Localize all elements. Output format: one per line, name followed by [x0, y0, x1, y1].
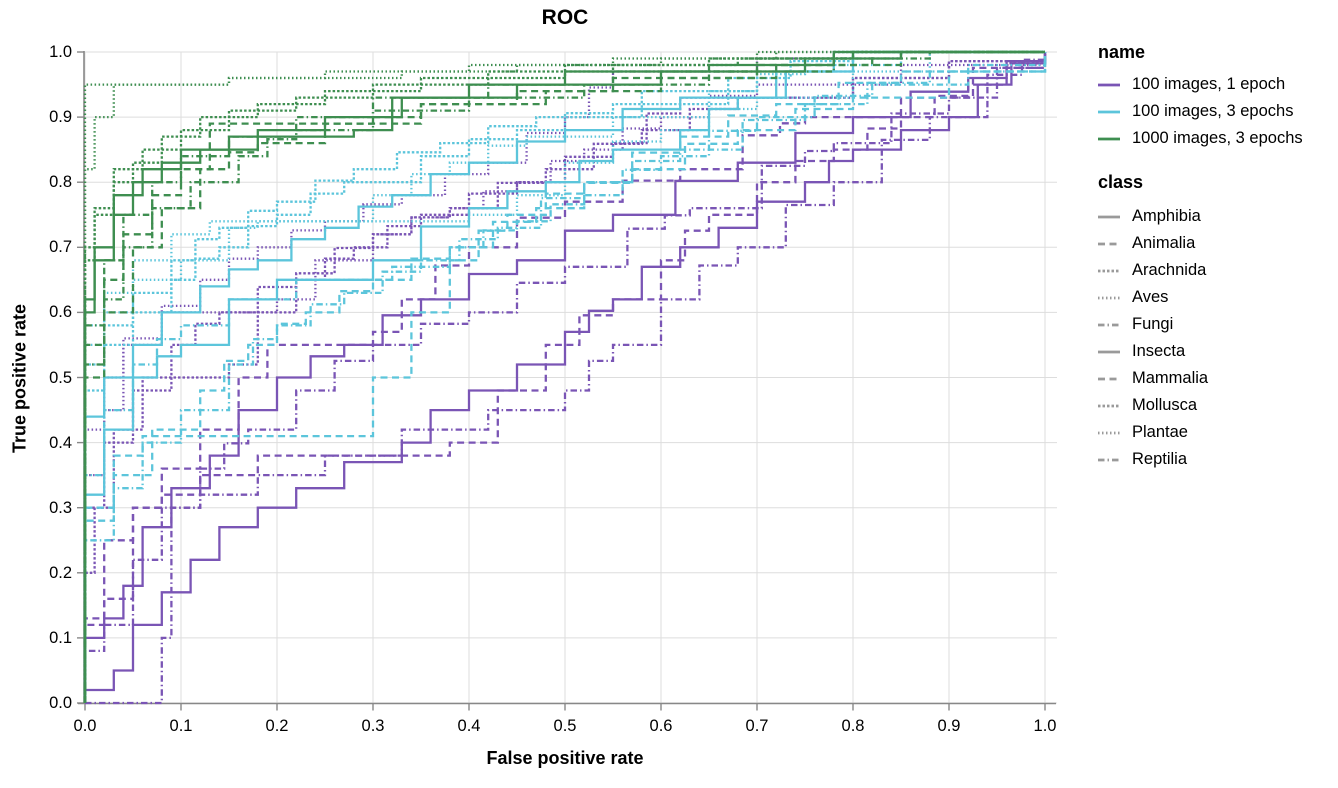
x-axis-title: False positive rate: [486, 748, 644, 768]
legend-item-label: Mammalia: [1132, 369, 1209, 387]
x-tick-label: 0.1: [169, 717, 193, 735]
roc-curve: [83, 52, 1047, 703]
legend-swatch-line: [1098, 350, 1120, 353]
legend-item-class: Plantae: [1098, 419, 1303, 446]
y-tick-label: 0.8: [49, 173, 72, 192]
legend-name-header: name: [1098, 42, 1146, 62]
legend-item-name: 100 images, 3 epochs: [1098, 98, 1303, 125]
legend-item-class: Insecta: [1098, 338, 1303, 365]
legend-item-label: Plantae: [1132, 423, 1188, 441]
roc-curve: [83, 52, 1047, 703]
legend-item-label: Insecta: [1132, 342, 1186, 360]
legend-item-class: Arachnida: [1098, 257, 1303, 284]
legend-swatch-line: [1098, 404, 1120, 407]
legend-swatch-line: [1098, 458, 1120, 461]
roc-curve: [83, 50, 1045, 703]
roc-curve: [83, 50, 1045, 703]
roc-curve: [83, 50, 1045, 703]
x-tick-label: 0.7: [745, 717, 769, 735]
x-tick-label: 0.4: [457, 717, 481, 735]
roc-curve: [83, 52, 1047, 703]
legend-item-label: Arachnida: [1132, 261, 1207, 279]
legend-item-class: Mollusca: [1098, 392, 1303, 419]
roc-curve: [83, 50, 1045, 703]
legend-name-items: 100 images, 1 epoch 100 images, 3 epochs 1…: [1098, 71, 1303, 152]
legend-item-label: Mollusca: [1132, 396, 1198, 414]
legend-swatch-line: [1098, 215, 1120, 218]
roc-curve: [83, 52, 1047, 703]
x-tick-label: 0.9: [937, 717, 961, 735]
legend-item-label: Fungi: [1132, 315, 1174, 333]
legend: name 100 images, 1 epoch 100 images, 3 ep…: [1098, 42, 1303, 473]
roc-curve: [83, 50, 1045, 703]
legend-item-label: Aves: [1132, 288, 1169, 306]
roc-curve: [83, 52, 1047, 703]
y-tick-label: 0.6: [49, 303, 72, 322]
y-tick-label: 0.5: [49, 368, 72, 387]
legend-swatch-line: [1098, 269, 1120, 272]
roc-curve: [83, 50, 1045, 703]
roc-curves: [83, 50, 1047, 705]
roc-curve: [83, 50, 1045, 703]
legend-item-name: 1000 images, 3 epochs: [1098, 125, 1303, 152]
legend-item-label: 100 images, 3 epochs: [1132, 102, 1294, 120]
legend-swatch-line: [1098, 137, 1120, 140]
roc-curve: [83, 52, 1047, 703]
x-tick-label: 0.2: [265, 717, 289, 735]
x-tick-label: 1.0: [1033, 717, 1057, 735]
legend-swatch-line: [1098, 110, 1120, 113]
legend-swatch-line: [1098, 242, 1120, 245]
legend-item-label: 1000 images, 3 epochs: [1132, 129, 1303, 147]
legend-class-items: Amphibia Animalia Arachnida Aves Fungi Insect…: [1098, 203, 1303, 473]
x-tick-label: 0.5: [553, 717, 577, 735]
legend-item-class: Amphibia: [1098, 203, 1303, 230]
legend-item-class: Mammalia: [1098, 365, 1303, 392]
x-tick-label: 0.3: [361, 717, 385, 735]
roc-curve: [83, 50, 1045, 703]
legend-item-class: Aves: [1098, 284, 1303, 311]
chart-title: ROC: [541, 6, 589, 29]
roc-curve: [83, 50, 1045, 703]
y-tick-label: 0.3: [49, 498, 72, 517]
y-tick-label: 1.0: [49, 43, 72, 61]
y-tick-label: 0.9: [49, 108, 72, 127]
y-axis-title: True positive rate: [9, 303, 30, 454]
legend-item-label: Reptilia: [1132, 450, 1188, 468]
y-tick-label: 0.1: [49, 628, 72, 647]
roc-curve: [85, 52, 1047, 705]
y-tick-label: 0.0: [49, 694, 72, 712]
x-tick-label: 0.8: [841, 717, 865, 735]
legend-item-class: Animalia: [1098, 230, 1303, 257]
legend-swatch-line: [1098, 323, 1120, 326]
legend-item-label: 100 images, 1 epoch: [1132, 75, 1286, 93]
y-tick-label: 0.7: [49, 238, 72, 257]
legend-swatch-line: [1098, 431, 1120, 434]
legend-swatch-line: [1098, 377, 1120, 380]
roc-curve: [83, 50, 1045, 703]
legend-swatch-line: [1098, 83, 1120, 86]
y-tick-label: 0.2: [49, 563, 72, 582]
legend-item-label: Amphibia: [1132, 207, 1201, 225]
legend-swatch-line: [1098, 296, 1120, 299]
legend-item-name: 100 images, 1 epoch: [1098, 71, 1303, 98]
legend-item-label: Animalia: [1132, 234, 1196, 252]
x-tick-label: 0.6: [649, 717, 673, 735]
y-tick-label: 0.4: [49, 433, 72, 452]
x-tick-label: 0.0: [73, 717, 97, 735]
legend-class-header: class: [1098, 172, 1144, 192]
legend-item-class: Fungi: [1098, 311, 1303, 338]
legend-item-class: Reptilia: [1098, 446, 1303, 473]
